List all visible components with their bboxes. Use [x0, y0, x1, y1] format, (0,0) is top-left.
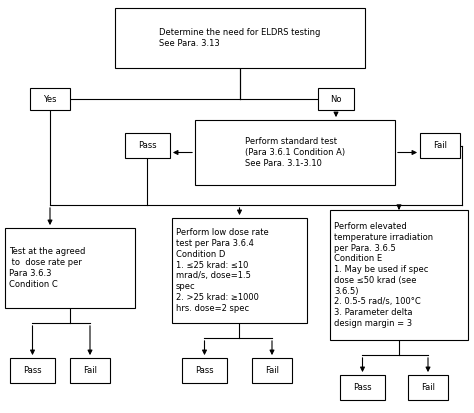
Bar: [330, 210, 468, 340]
Text: Pass: Pass: [138, 141, 157, 150]
Bar: [172, 218, 307, 323]
Text: Fail: Fail: [433, 141, 447, 150]
Text: No: No: [330, 95, 342, 104]
Bar: [318, 88, 354, 110]
Bar: [125, 133, 170, 158]
Text: Pass: Pass: [23, 366, 42, 375]
Bar: [340, 375, 385, 400]
Text: Fail: Fail: [421, 383, 435, 392]
Text: Pass: Pass: [353, 383, 372, 392]
Text: Test at the agreed
 to  dose rate per
Para 3.6.3
Condition C: Test at the agreed to dose rate per Para…: [9, 247, 85, 289]
Bar: [70, 358, 110, 383]
Bar: [5, 228, 135, 308]
Bar: [30, 88, 70, 110]
Bar: [182, 358, 227, 383]
Bar: [115, 8, 365, 68]
Bar: [10, 358, 55, 383]
Text: Determine the need for ELDRS testing
See Para. 3.13: Determine the need for ELDRS testing See…: [159, 28, 321, 48]
Bar: [195, 120, 395, 185]
Bar: [420, 133, 460, 158]
Text: Fail: Fail: [265, 366, 279, 375]
Text: Perform elevated
temperature irradiation
per Para. 3.6.5
Condition E
1. May be u: Perform elevated temperature irradiation…: [334, 222, 433, 328]
Text: Fail: Fail: [83, 366, 97, 375]
Bar: [408, 375, 448, 400]
Text: Perform standard test
(Para 3.6.1 Condition A)
See Para. 3.1-3.10: Perform standard test (Para 3.6.1 Condit…: [245, 137, 345, 168]
Text: Perform low dose rate
test per Para 3.6.4
Condition D
1. ≤25 krad: ≤10
mrad/s, d: Perform low dose rate test per Para 3.6.…: [176, 228, 269, 313]
Text: Pass: Pass: [195, 366, 214, 375]
Text: Yes: Yes: [43, 95, 57, 104]
Bar: [252, 358, 292, 383]
